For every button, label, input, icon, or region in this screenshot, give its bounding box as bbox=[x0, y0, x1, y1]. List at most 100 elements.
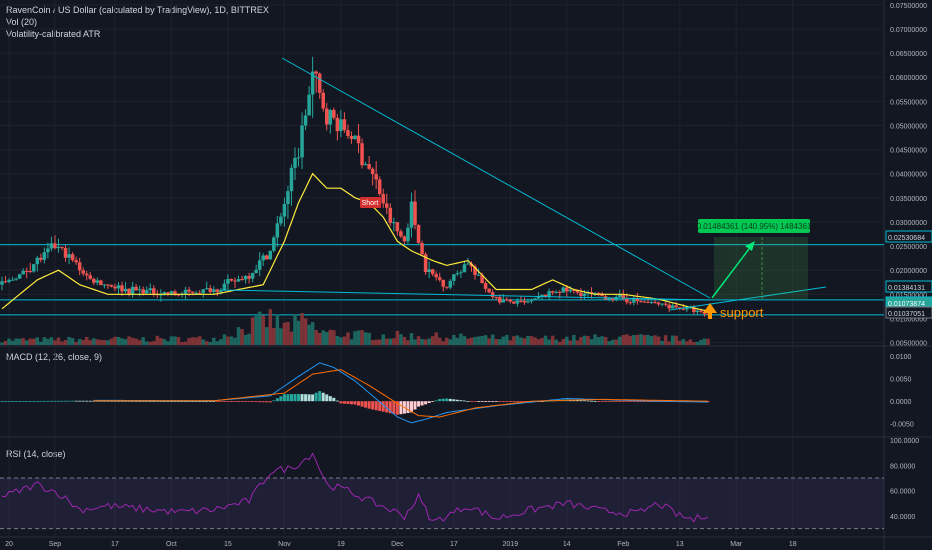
candle-body bbox=[77, 262, 82, 271]
time-tick-label: 17 bbox=[450, 541, 458, 548]
macd-histogram-bar bbox=[95, 400, 99, 402]
macd-histogram-bar bbox=[11, 401, 15, 402]
candle-body bbox=[201, 289, 205, 294]
volume-bar bbox=[208, 341, 213, 345]
macd-histogram-bar bbox=[307, 394, 311, 402]
candle-body bbox=[568, 289, 573, 292]
candles bbox=[0, 56, 710, 317]
candle bbox=[32, 263, 36, 273]
volume-bar bbox=[462, 336, 467, 345]
candle-body bbox=[448, 280, 453, 288]
candle-body bbox=[656, 302, 661, 305]
macd-histogram-bar bbox=[505, 401, 509, 402]
rsi-legend[interactable]: RSI (14, close) bbox=[6, 448, 66, 460]
chart-title[interactable]: RavenCoin / US Dollar (calculated by Tra… bbox=[6, 5, 269, 15]
macd-legend[interactable]: MACD (12, 26, close, 9) bbox=[6, 351, 102, 363]
volume-bar bbox=[702, 338, 707, 345]
macd-histogram-bar bbox=[515, 401, 519, 402]
price-badge-label: 0.02530684 bbox=[888, 235, 925, 242]
macd-histogram-bar bbox=[254, 401, 258, 403]
volume-bar bbox=[490, 334, 495, 345]
macd-histogram-bar bbox=[233, 401, 237, 402]
macd-histogram-bar bbox=[109, 400, 113, 402]
candle-body bbox=[487, 288, 491, 293]
volume-bar bbox=[505, 334, 509, 345]
candle bbox=[53, 235, 57, 250]
volume-bar bbox=[646, 334, 650, 345]
macd-histogram-bar bbox=[145, 400, 149, 402]
candle-body bbox=[625, 299, 629, 303]
volume-bar bbox=[663, 335, 668, 345]
candle-body bbox=[473, 266, 477, 275]
candle-body bbox=[653, 301, 657, 303]
macd-histogram-bar bbox=[628, 401, 632, 402]
candle-body bbox=[437, 277, 442, 280]
macd-histogram-bar bbox=[116, 400, 120, 402]
macd-histogram-bar bbox=[127, 400, 131, 402]
candle bbox=[335, 113, 340, 141]
price-tick-label: 0.01000000 bbox=[890, 316, 927, 323]
candle bbox=[547, 288, 551, 300]
candle bbox=[695, 308, 700, 316]
candle-body bbox=[282, 203, 287, 217]
candle bbox=[360, 138, 364, 169]
candle bbox=[3, 276, 8, 284]
macd-histogram-bar bbox=[184, 401, 188, 402]
rising-support-line bbox=[669, 286, 827, 311]
macd-histogram-bar bbox=[604, 401, 608, 402]
volume-bar bbox=[494, 339, 498, 345]
macd-histogram-bar bbox=[247, 401, 251, 402]
candle-body bbox=[233, 280, 237, 282]
volume-bar bbox=[547, 339, 551, 345]
volume-bar bbox=[395, 330, 400, 345]
macd-histogram-bar bbox=[237, 401, 241, 402]
candle bbox=[226, 274, 230, 290]
candle-body bbox=[63, 247, 68, 258]
rsi-tick-label: 40.0000 bbox=[890, 514, 915, 521]
macd-histogram-bar bbox=[385, 401, 389, 413]
macd-histogram-bar bbox=[265, 401, 269, 403]
vol-label[interactable]: Vol (20) bbox=[6, 17, 38, 27]
candle bbox=[201, 289, 205, 298]
volume-bar bbox=[106, 340, 110, 345]
candle bbox=[134, 284, 138, 291]
candle-body bbox=[607, 298, 611, 300]
macd-histogram-bar bbox=[272, 400, 276, 402]
volume-bar bbox=[399, 334, 403, 345]
candle-body bbox=[88, 275, 92, 279]
volume-bar bbox=[88, 340, 92, 345]
volume-bar bbox=[632, 335, 636, 345]
volume-bar bbox=[420, 339, 424, 345]
candle-body bbox=[134, 286, 138, 291]
macd-histogram-bar bbox=[360, 401, 364, 407]
candle bbox=[261, 253, 265, 266]
candle-body bbox=[370, 168, 375, 175]
volume-bar bbox=[212, 337, 216, 345]
candle-body bbox=[547, 291, 551, 297]
candle bbox=[233, 277, 237, 288]
atr-label[interactable]: Volatility-calibrated ATR bbox=[6, 29, 101, 39]
rsi-tick-label: 60.0000 bbox=[890, 489, 915, 496]
candle bbox=[24, 267, 29, 279]
volume-bar bbox=[550, 335, 555, 345]
candle-body bbox=[28, 271, 32, 273]
volume-bar bbox=[328, 329, 333, 345]
volume-bar bbox=[127, 336, 131, 345]
candle bbox=[529, 298, 534, 304]
candle-body bbox=[307, 94, 311, 116]
candle bbox=[17, 273, 22, 279]
candle bbox=[321, 89, 325, 112]
volume-bar bbox=[430, 336, 435, 345]
target-box bbox=[714, 237, 808, 299]
volume-bar bbox=[314, 329, 318, 345]
volume-bar bbox=[653, 335, 657, 345]
candle-body bbox=[589, 292, 594, 294]
candle-body bbox=[572, 289, 576, 291]
macd-histogram-bar bbox=[88, 400, 92, 402]
macd-histogram-bar bbox=[219, 401, 223, 402]
candle-body bbox=[649, 301, 654, 303]
price-tick-label: 0.00500000 bbox=[890, 341, 927, 348]
rsi-tick-label: 100.0000 bbox=[890, 438, 919, 445]
candle bbox=[420, 240, 424, 255]
